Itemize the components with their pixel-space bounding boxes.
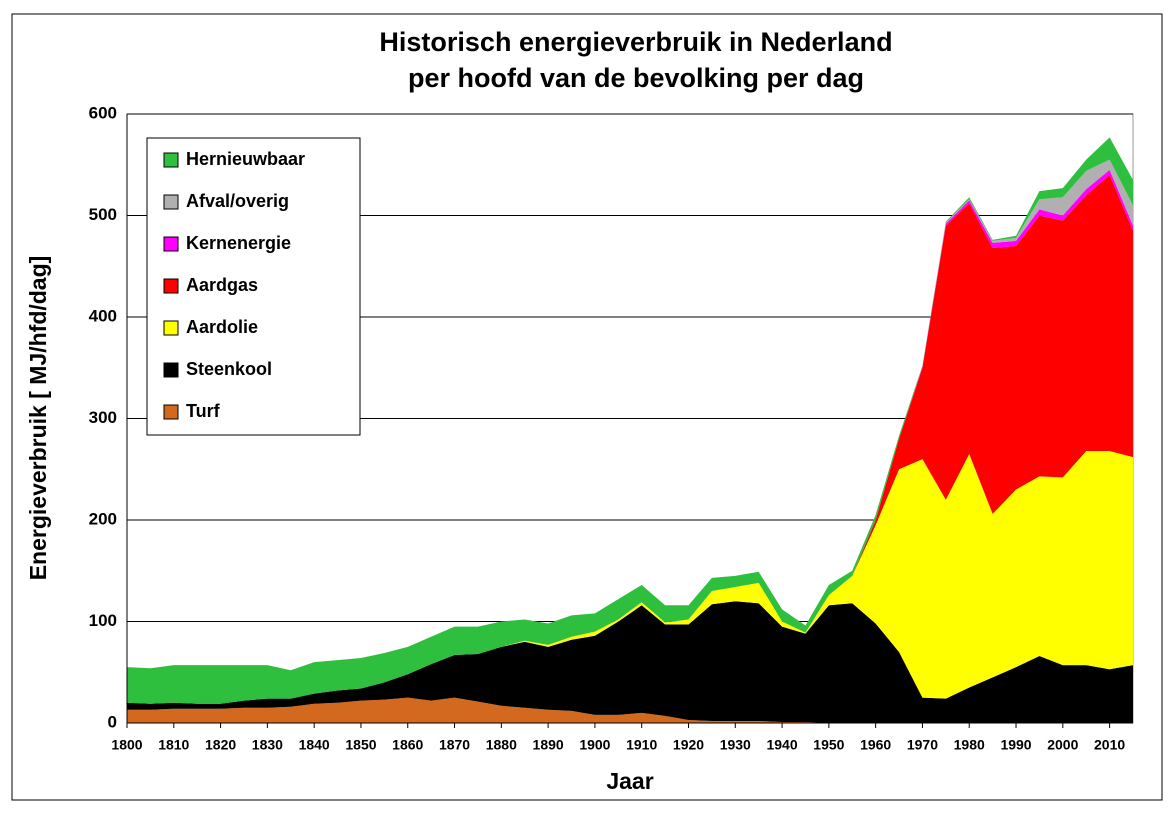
x-tick-label: 1860 bbox=[392, 737, 423, 753]
x-tick-label: 1800 bbox=[111, 737, 142, 753]
legend-swatch bbox=[163, 362, 179, 378]
legend-label: Aardolie bbox=[186, 317, 258, 337]
area bbox=[127, 697, 1133, 723]
x-axis-label: Jaar bbox=[606, 768, 653, 794]
chart-title: per hoofd van de bevolking per dag bbox=[408, 63, 864, 93]
x-tick-label: 1900 bbox=[579, 737, 610, 753]
legend-swatch bbox=[163, 278, 179, 294]
y-tick-label: 0 bbox=[108, 712, 117, 731]
x-tick-label: 2000 bbox=[1047, 737, 1078, 753]
chart-title: Historisch energieverbruik in Nederland bbox=[379, 27, 892, 57]
x-tick-label: 1830 bbox=[252, 737, 283, 753]
x-tick-label: 1840 bbox=[299, 737, 330, 753]
legend bbox=[146, 137, 361, 436]
area bbox=[127, 174, 1133, 704]
area bbox=[127, 159, 1133, 704]
area bbox=[127, 601, 1133, 723]
x-tick-label: 1950 bbox=[813, 737, 844, 753]
y-axis-label: Energieverbruik [ MJ/hfd/dag] bbox=[25, 256, 51, 581]
legend-swatch bbox=[163, 236, 179, 252]
x-tick-label: 1880 bbox=[486, 737, 517, 753]
x-tick-label: 1820 bbox=[205, 737, 236, 753]
x-tick-label: 2010 bbox=[1094, 737, 1125, 753]
area bbox=[127, 169, 1133, 704]
legend-swatch bbox=[163, 194, 179, 210]
legend-swatch bbox=[163, 404, 179, 420]
legend-swatch bbox=[163, 152, 179, 168]
legend-label: Afval/overig bbox=[186, 191, 289, 211]
x-tick-label: 1870 bbox=[439, 737, 470, 753]
legend-label: Kernenergie bbox=[186, 233, 291, 253]
y-tick-label: 300 bbox=[89, 408, 117, 427]
x-tick-label: 1930 bbox=[720, 737, 751, 753]
x-tick-label: 1890 bbox=[533, 737, 564, 753]
legend-label: Steenkool bbox=[186, 359, 272, 379]
legend-label: Turf bbox=[186, 401, 221, 421]
x-tick-label: 1810 bbox=[158, 737, 189, 753]
area bbox=[127, 450, 1133, 704]
x-tick-label: 1850 bbox=[345, 737, 376, 753]
x-tick-label: 1980 bbox=[954, 737, 985, 753]
x-tick-label: 1910 bbox=[626, 737, 657, 753]
y-tick-label: 500 bbox=[89, 205, 117, 224]
x-tick-label: 1960 bbox=[860, 737, 891, 753]
legend-label: Hernieuwbaar bbox=[186, 149, 305, 169]
legend-swatch bbox=[163, 320, 179, 336]
y-tick-label: 200 bbox=[89, 509, 117, 528]
x-tick-label: 1940 bbox=[766, 737, 797, 753]
legend-label: Aardgas bbox=[186, 275, 258, 295]
x-tick-label: 1990 bbox=[1000, 737, 1031, 753]
y-tick-label: 600 bbox=[89, 103, 117, 122]
x-tick-label: 1970 bbox=[907, 737, 938, 753]
y-tick-label: 100 bbox=[89, 611, 117, 630]
y-tick-label: 400 bbox=[89, 306, 117, 325]
x-tick-label: 1920 bbox=[673, 737, 704, 753]
